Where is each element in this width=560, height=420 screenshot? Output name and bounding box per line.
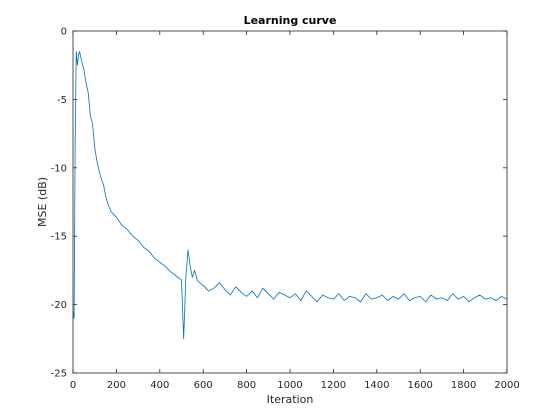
x-tick-label: 1600 (407, 380, 432, 391)
y-tick-label: 0 (61, 27, 67, 38)
x-tick-label: 600 (194, 380, 213, 391)
x-tick-label: 0 (70, 380, 76, 391)
y-tick-label: -15 (51, 232, 67, 243)
y-tick-label: -10 (51, 163, 67, 174)
series-layer (72, 51, 508, 340)
x-tick-label: 2000 (494, 380, 519, 391)
x-tick-label: 1400 (364, 380, 389, 391)
y-axis-label: MSE (dB) (36, 177, 49, 227)
x-axis-label: Iteration (267, 393, 314, 406)
plot-area (73, 31, 507, 373)
x-tick-label: 400 (150, 380, 169, 391)
y-axis-ticks: 0 -5 -10 -15 -20 -25 (51, 27, 507, 380)
x-tick-label: 800 (237, 380, 256, 391)
x-tick-label: 1000 (277, 380, 302, 391)
x-axis-ticks: 0 200 400 600 800 1000 1200 1400 1600 1800 2000 (70, 31, 520, 391)
series-line-0 (72, 51, 508, 340)
x-tick-label: 1800 (451, 380, 476, 391)
chart-title: Learning curve (244, 14, 337, 27)
x-tick-label: 200 (107, 380, 126, 391)
x-tick-label: 1200 (321, 380, 346, 391)
y-tick-label: -25 (51, 369, 67, 380)
y-tick-label: -20 (51, 300, 67, 311)
y-tick-label: -5 (57, 95, 67, 106)
